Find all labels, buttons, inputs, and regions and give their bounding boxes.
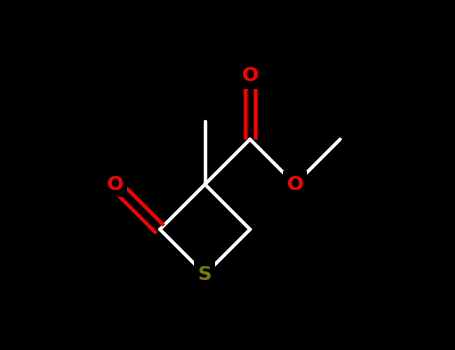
Text: S: S xyxy=(198,265,212,284)
Text: O: O xyxy=(106,175,123,194)
Text: O: O xyxy=(287,175,303,194)
Text: O: O xyxy=(242,66,258,85)
